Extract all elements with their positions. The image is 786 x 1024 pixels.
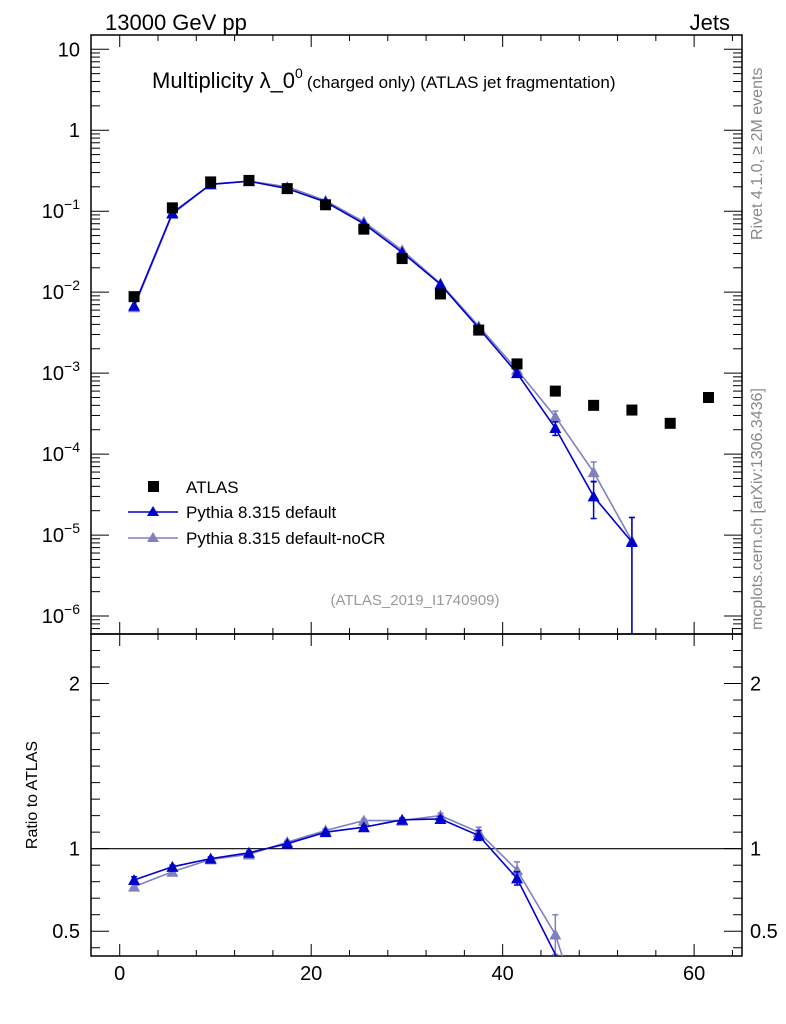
main-series-layer [128, 174, 714, 634]
main-point-atlas [243, 174, 255, 186]
main-point-atlas [702, 392, 714, 404]
rivet-version-label: Rivet 4.1.0, ≥ 2M events [749, 68, 766, 240]
main-point-atlas [281, 183, 293, 195]
main-point-atlas [626, 404, 638, 416]
ratio-point-default [511, 872, 524, 884]
legend-marker-nocr [147, 532, 159, 542]
main-point-default [549, 422, 562, 434]
ratio-y-tick-label-right: 0.5 [750, 921, 778, 943]
main-line-default [133, 180, 633, 543]
chart-title-sub: (charged only) (ATLAS jet fragmentation) [307, 73, 616, 92]
main-point-atlas [128, 291, 140, 303]
main-point-atlas [434, 288, 446, 300]
main-point-nocr [587, 466, 600, 478]
legend-marker-default [147, 506, 159, 516]
main-point-default [128, 299, 141, 311]
main-point-default [625, 536, 638, 548]
ratio-tick-labels: 0.5 0.51 12 20 20 40 60 [52, 674, 778, 985]
header-left-label: 13000 GeV pp [105, 10, 247, 35]
main-y-tick-label: 10−5 [42, 520, 80, 547]
ratio-point-nocr [549, 928, 562, 940]
ratio-series-layer [128, 809, 564, 956]
main-point-atlas [166, 202, 178, 214]
main-point-atlas [320, 199, 332, 211]
chart-title: Multiplicity λ_00 (charged only) (ATLAS j… [152, 65, 616, 93]
ratio-point-nocr [128, 880, 141, 892]
legend-label-default: Pythia 8.315 default [186, 503, 337, 522]
main-y-tick-label: 10−2 [42, 277, 80, 304]
main-point-atlas [511, 358, 523, 370]
legend: ATLAS Pythia 8.315 default Pythia 8.315 … [128, 478, 385, 548]
ratio-y-tick-label-right: 1 [750, 839, 761, 861]
ratio-y-tick-label-right: 2 [750, 674, 761, 696]
main-y-tick-label: 10 [58, 39, 80, 61]
legend-label-atlas: ATLAS [186, 478, 239, 497]
main-point-atlas [205, 176, 217, 188]
ratio-point-default [472, 829, 485, 841]
ratio-line-nocr [133, 814, 564, 956]
main-point-default [434, 278, 447, 290]
main-point-atlas [588, 399, 600, 411]
main-y-tick-label: 10−3 [42, 358, 80, 385]
x-tick-label: 20 [300, 963, 322, 985]
legend-label-nocr: Pythia 8.315 default-noCR [186, 529, 385, 548]
main-point-atlas [664, 417, 676, 429]
ratio-y-tick-label-left: 0.5 [52, 921, 80, 943]
ratio-point-default [281, 837, 294, 849]
ratio-point-default [166, 860, 179, 872]
ratio-y-tick-label-left: 1 [69, 839, 80, 861]
main-y-tick-labels: 10 1 10−1 10−2 10−3 10−4 10−5 10−6 [42, 39, 80, 628]
ratio-point-nocr [357, 814, 370, 826]
ratio-point-default [242, 846, 255, 858]
main-point-atlas [549, 385, 561, 397]
ratio-plot-frame [90, 633, 743, 957]
main-y-tick-label: 10−4 [42, 439, 80, 466]
ratio-point-default [434, 812, 447, 824]
ratio-y-tick-label-left: 2 [69, 674, 80, 696]
main-axis-ticks [91, 35, 742, 635]
x-tick-label: 60 [683, 963, 705, 985]
main-y-tick-label: 10−6 [42, 601, 80, 628]
ratio-point-default [396, 813, 409, 825]
header-right-label: Jets [690, 10, 730, 35]
analysis-id-label: (ATLAS_2019_I1740909) [330, 592, 499, 609]
ratio-axis-ticks [91, 633, 742, 956]
legend-marker-atlas [148, 481, 159, 492]
main-point-atlas [358, 223, 370, 235]
main-point-default [511, 367, 524, 379]
chart-title-sup: 0 [295, 65, 303, 81]
chart-title-main: Multiplicity λ_0 [152, 68, 295, 93]
ratio-y-axis-label: Ratio to ATLAS [24, 741, 41, 849]
main-point-atlas [396, 253, 408, 265]
x-tick-label: 40 [492, 963, 514, 985]
main-point-nocr [549, 410, 562, 422]
mcplots-label: mcplots.cern.ch [arXiv:1306.3436] [749, 388, 766, 630]
ratio-point-default [357, 821, 370, 833]
main-point-atlas [473, 324, 485, 336]
main-y-tick-label: 1 [69, 120, 80, 142]
ratio-point-default [128, 874, 141, 886]
ratio-point-default [319, 826, 332, 838]
x-tick-label: 0 [114, 963, 125, 985]
ratio-point-default [204, 852, 217, 864]
main-y-tick-label: 10−1 [42, 196, 80, 223]
main-point-default [587, 490, 600, 502]
